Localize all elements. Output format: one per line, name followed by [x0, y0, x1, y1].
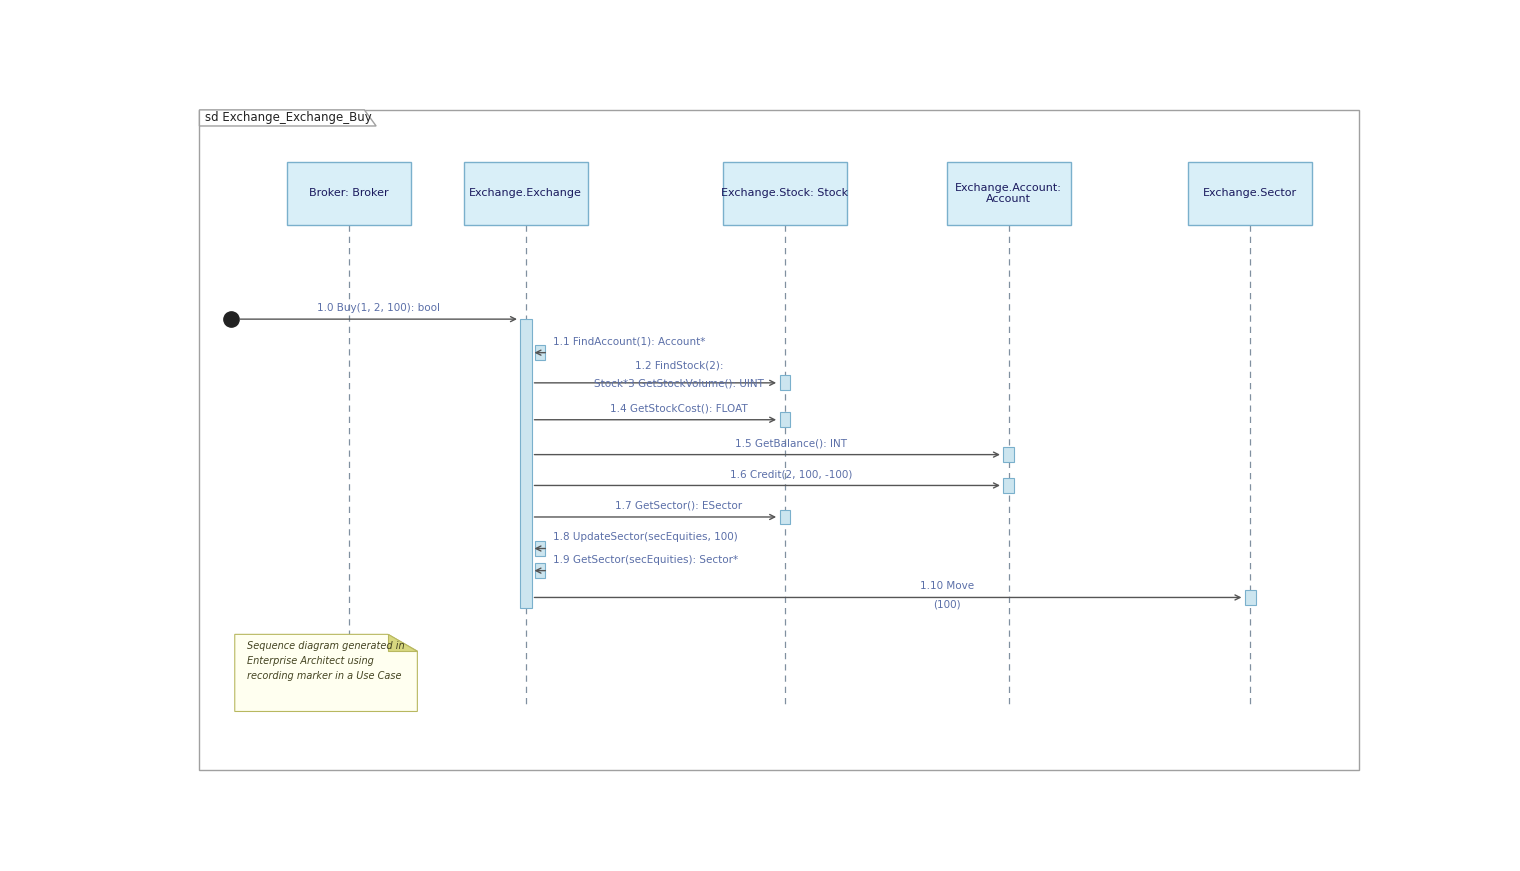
FancyBboxPatch shape: [1003, 478, 1014, 493]
Polygon shape: [234, 634, 418, 712]
FancyBboxPatch shape: [780, 412, 790, 427]
Text: Stock*3 GetStockVolume(): UINT: Stock*3 GetStockVolume(): UINT: [594, 378, 765, 388]
Text: Broker: Broker: Broker: Broker: [309, 188, 389, 199]
FancyBboxPatch shape: [287, 161, 410, 226]
Text: (100): (100): [933, 599, 961, 610]
FancyBboxPatch shape: [1245, 590, 1256, 604]
FancyBboxPatch shape: [780, 510, 790, 524]
Text: Exchange.Account:
Account: Exchange.Account: Account: [955, 183, 1062, 204]
FancyBboxPatch shape: [535, 564, 546, 578]
FancyBboxPatch shape: [535, 541, 546, 556]
Text: sd Exchange_Exchange_Buy: sd Exchange_Exchange_Buy: [205, 111, 372, 125]
Polygon shape: [388, 634, 418, 652]
FancyBboxPatch shape: [1189, 161, 1312, 226]
FancyBboxPatch shape: [464, 161, 588, 226]
FancyBboxPatch shape: [1003, 447, 1014, 462]
FancyBboxPatch shape: [520, 319, 532, 608]
Text: 1.0 Buy(1, 2, 100): bool: 1.0 Buy(1, 2, 100): bool: [318, 303, 439, 313]
FancyBboxPatch shape: [535, 345, 546, 360]
Text: 1.10 Move: 1.10 Move: [920, 582, 974, 591]
Polygon shape: [199, 110, 375, 126]
Text: 1.5 GetBalance(): INT: 1.5 GetBalance(): INT: [734, 439, 847, 449]
Text: 1.4 GetStockCost(): FLOAT: 1.4 GetStockCost(): FLOAT: [610, 403, 748, 414]
FancyBboxPatch shape: [780, 375, 790, 390]
Text: 1.7 GetSector(): ESector: 1.7 GetSector(): ESector: [616, 501, 742, 511]
Text: 1.9 GetSector(secEquities): Sector*: 1.9 GetSector(secEquities): Sector*: [553, 555, 737, 564]
Text: Exchange.Stock: Stock: Exchange.Stock: Stock: [722, 188, 848, 199]
Text: 1.6 Credit(2, 100, -100): 1.6 Credit(2, 100, -100): [730, 469, 853, 479]
Text: Exchange.Sector: Exchange.Sector: [1204, 188, 1297, 199]
Text: Exchange.Exchange: Exchange.Exchange: [470, 188, 582, 199]
Text: 1.1 FindAccount(1): Account*: 1.1 FindAccount(1): Account*: [553, 336, 705, 347]
Text: 1.2 FindStock(2):: 1.2 FindStock(2):: [635, 361, 724, 371]
Text: Sequence diagram generated in
Enterprise Architect using
recording marker in a U: Sequence diagram generated in Enterprise…: [246, 641, 404, 680]
Text: 1.8 UpdateSector(secEquities, 100): 1.8 UpdateSector(secEquities, 100): [553, 532, 737, 543]
FancyBboxPatch shape: [947, 161, 1070, 226]
FancyBboxPatch shape: [724, 161, 847, 226]
